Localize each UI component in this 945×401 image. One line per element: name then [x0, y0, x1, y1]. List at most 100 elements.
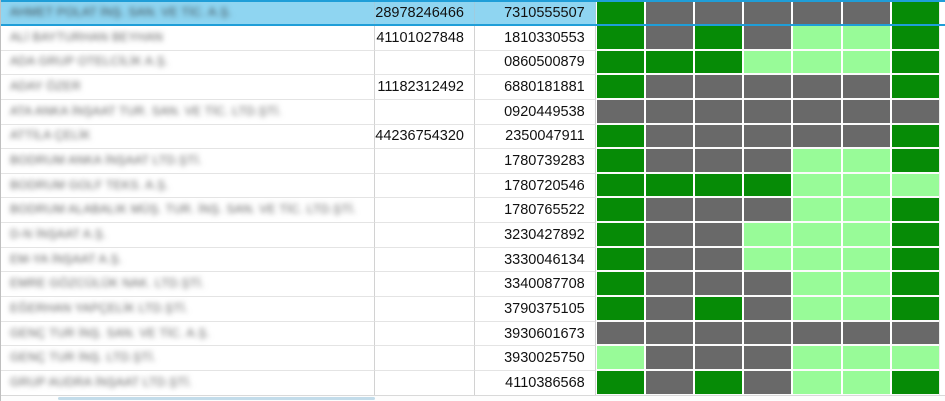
status-cell-green[interactable] — [891, 26, 939, 51]
table-row[interactable]: ADA GRUP OTELCİLİK A.Ş. 0860500879 — [1, 50, 945, 76]
company-name-cell[interactable]: ADAY ÖZER — [1, 75, 376, 100]
first-number-cell[interactable] — [375, 321, 475, 347]
second-number-cell[interactable]: 1780765522 — [474, 198, 596, 224]
status-cell-gray[interactable] — [842, 75, 890, 100]
status-cell-light[interactable] — [793, 297, 841, 322]
second-number-cell[interactable]: 2350047911 — [474, 124, 596, 150]
status-cell-gray[interactable] — [695, 149, 743, 174]
status-cell-green[interactable] — [891, 223, 939, 248]
second-number-cell[interactable]: 6880181881 — [474, 75, 596, 100]
first-number-cell[interactable] — [375, 272, 475, 298]
status-cell-light[interactable] — [842, 26, 890, 51]
status-cell-light[interactable] — [793, 346, 841, 371]
second-number-cell[interactable]: 3230427892 — [474, 223, 596, 248]
status-cell-light[interactable] — [891, 346, 939, 371]
company-name-cell[interactable]: ADA GRUP OTELCİLİK A.Ş. — [1, 50, 376, 76]
status-cell-light[interactable] — [842, 50, 890, 76]
first-number-cell[interactable]: 44236754320 — [375, 124, 475, 150]
second-number-cell[interactable]: 3330046134 — [474, 247, 596, 273]
status-cell-gray[interactable] — [744, 297, 792, 322]
table-row[interactable]: ATA ANKA İNŞAAT TUR. SAN. VE TİC. LTD.ŞT… — [1, 99, 945, 125]
second-number-cell[interactable]: 3340087708 — [474, 272, 596, 298]
status-cell-gray[interactable] — [744, 124, 792, 150]
company-name-cell[interactable]: ATTİLA ÇELİK — [1, 124, 376, 150]
status-cell-light[interactable] — [842, 223, 890, 248]
status-cell-gray[interactable] — [695, 198, 743, 224]
company-name-cell[interactable]: D-N İNŞAAT A.Ş. — [1, 223, 376, 248]
status-cell-gray[interactable] — [596, 321, 644, 347]
status-cell-gray[interactable] — [695, 124, 743, 150]
status-cell-gray[interactable] — [645, 272, 694, 298]
company-name-cell[interactable]: ATA ANKA İNŞAAT TUR. SAN. VE TİC. LTD.ŞT… — [1, 99, 376, 125]
status-cell-green[interactable] — [596, 26, 644, 51]
status-cell-gray[interactable] — [793, 321, 841, 347]
status-cell-gray[interactable] — [793, 124, 841, 150]
first-number-cell[interactable] — [375, 223, 475, 248]
status-cell-gray[interactable] — [793, 75, 841, 100]
company-name-cell[interactable]: AHMET POLAT İNŞ. SAN. VE TİC. A.Ş. — [1, 2, 376, 24]
status-cell-light[interactable] — [842, 346, 890, 371]
status-cell-green[interactable] — [744, 173, 792, 199]
company-name-cell[interactable]: ALİ BAYTURHAN BEYHAN — [1, 26, 376, 51]
first-number-cell[interactable] — [375, 297, 475, 322]
status-cell-light[interactable] — [744, 50, 792, 76]
status-cell-light[interactable] — [793, 173, 841, 199]
status-cell-green[interactable] — [891, 124, 939, 150]
status-cell-gray[interactable] — [645, 223, 694, 248]
status-cell-green[interactable] — [891, 297, 939, 322]
status-cell-light[interactable] — [793, 223, 841, 248]
status-cell-green[interactable] — [596, 2, 644, 24]
first-number-cell[interactable] — [375, 247, 475, 273]
company-name-cell[interactable]: EĞERHAN YAPÇELİK LTD.ŞTİ. — [1, 297, 376, 322]
status-cell-light[interactable] — [793, 247, 841, 273]
status-cell-green[interactable] — [695, 50, 743, 76]
status-cell-light[interactable] — [842, 297, 890, 322]
status-cell-green[interactable] — [596, 149, 644, 174]
company-name-cell[interactable]: EMRE GÖZCÜLÜK NAK. LTD.ŞTİ. — [1, 272, 376, 298]
status-cell-gray[interactable] — [645, 99, 694, 125]
status-cell-green[interactable] — [695, 173, 743, 199]
status-cell-gray[interactable] — [744, 75, 792, 100]
status-cell-light[interactable] — [842, 198, 890, 224]
status-cell-gray[interactable] — [744, 272, 792, 298]
status-cell-light[interactable] — [596, 346, 644, 371]
status-cell-gray[interactable] — [744, 198, 792, 224]
table-row[interactable]: GRUP AUDRA İNŞAAT LTD.ŞTİ. 4110386568 — [1, 370, 945, 396]
status-cell-light[interactable] — [793, 198, 841, 224]
status-cell-gray[interactable] — [645, 370, 694, 396]
status-cell-gray[interactable] — [793, 99, 841, 125]
second-number-cell[interactable]: 0920449538 — [474, 99, 596, 125]
status-cell-light[interactable] — [842, 149, 890, 174]
status-cell-green[interactable] — [596, 370, 644, 396]
status-cell-gray[interactable] — [695, 75, 743, 100]
company-name-cell[interactable]: GENÇ TUR İNŞ. SAN. VE TİC. A.Ş. — [1, 321, 376, 347]
status-cell-gray[interactable] — [645, 124, 694, 150]
status-cell-green[interactable] — [891, 272, 939, 298]
status-cell-gray[interactable] — [842, 2, 890, 24]
status-cell-gray[interactable] — [744, 99, 792, 125]
status-cell-gray[interactable] — [842, 99, 890, 125]
status-cell-light[interactable] — [842, 247, 890, 273]
status-cell-green[interactable] — [891, 370, 939, 396]
status-cell-gray[interactable] — [695, 346, 743, 371]
table-row[interactable]: BODRUM ALABALIK MÜŞ. TUR. İNŞ. SAN. VE T… — [1, 198, 945, 224]
first-number-cell[interactable] — [375, 99, 475, 125]
status-cell-gray[interactable] — [744, 370, 792, 396]
status-cell-light[interactable] — [793, 26, 841, 51]
table-row[interactable]: AHMET POLAT İNŞ. SAN. VE TİC. A.Ş. 28978… — [1, 0, 945, 26]
first-number-cell[interactable] — [375, 370, 475, 396]
status-cell-gray[interactable] — [695, 247, 743, 273]
status-cell-gray[interactable] — [744, 2, 792, 24]
status-cell-green[interactable] — [695, 297, 743, 322]
status-cell-green[interactable] — [596, 223, 644, 248]
second-number-cell[interactable]: 7310555507 — [474, 2, 596, 24]
table-row[interactable]: EM-YA İNŞAAT A.Ş. 3330046134 — [1, 247, 945, 273]
status-cell-green[interactable] — [891, 50, 939, 76]
status-cell-gray[interactable] — [695, 272, 743, 298]
status-cell-green[interactable] — [891, 247, 939, 273]
status-cell-gray[interactable] — [645, 247, 694, 273]
status-cell-light[interactable] — [793, 370, 841, 396]
status-cell-green[interactable] — [891, 75, 939, 100]
second-number-cell[interactable]: 1780720546 — [474, 173, 596, 199]
second-number-cell[interactable]: 1780739283 — [474, 149, 596, 174]
